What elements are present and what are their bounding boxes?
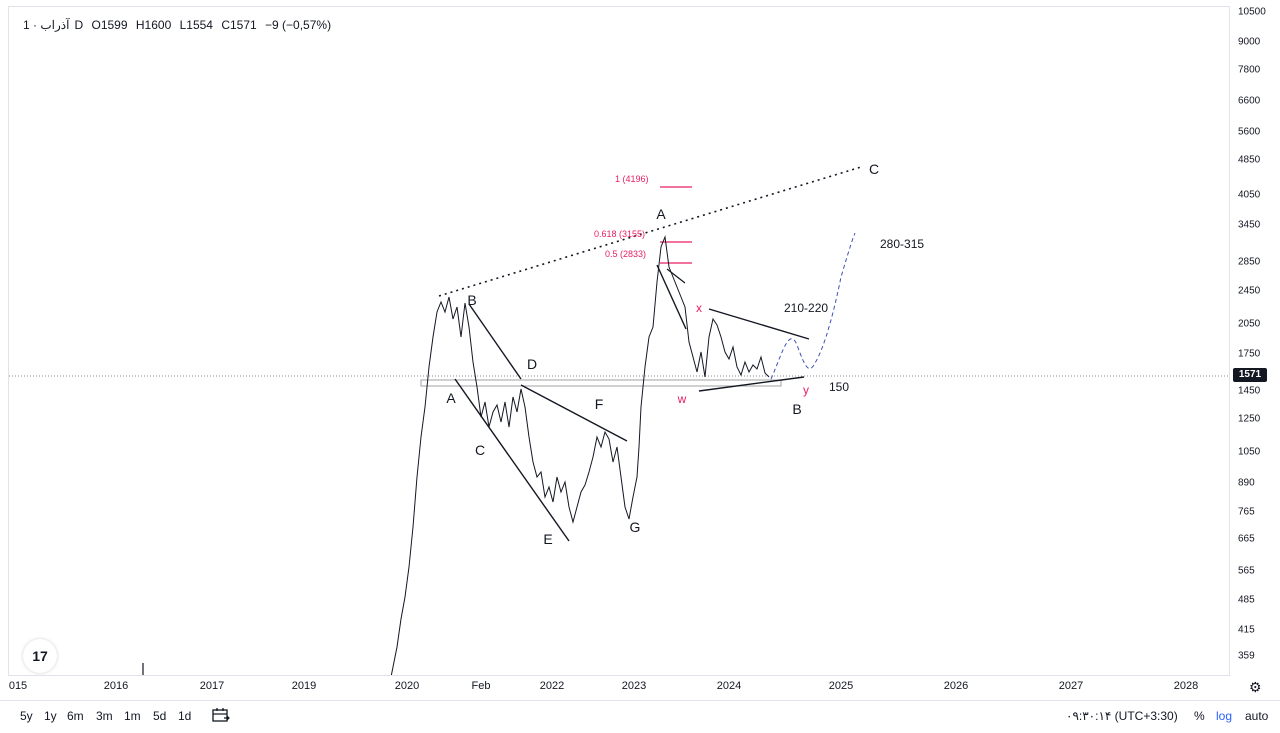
wave-label-a2: A	[656, 206, 666, 222]
time-axis[interactable]: 015 2016 2017 2019 2020 Feb 2022 2023 20…	[8, 676, 1230, 698]
wave-label-c2: C	[868, 161, 880, 177]
close-value: C1571	[221, 18, 257, 32]
clock-display[interactable]: ۰۹:۳۰:۱۴ (UTC+3:30)	[1066, 709, 1178, 723]
price-tick: 7800	[1238, 64, 1261, 76]
wave-label-b1: B	[467, 292, 477, 308]
symbol-legend: آذراب · 1D O1599 H1600 L1554 C1571 −9 (−…	[23, 18, 336, 32]
fib-label-05: 0.5 (2833)	[605, 249, 647, 259]
price-tick: 6600	[1238, 95, 1261, 107]
range-3m-button[interactable]: 3m	[96, 709, 113, 723]
price-tick: 4050	[1238, 189, 1261, 201]
wave-label-c1: C	[474, 442, 486, 458]
support-note-150: 150	[829, 380, 850, 394]
projection-path	[770, 232, 856, 380]
price-axis[interactable]: 10500 9000 7800 6600 5600 4850 4050 3450…	[1230, 6, 1280, 676]
change-value: −9 (−0,57%)	[265, 18, 332, 32]
fib-label-1: 1 (4196)	[615, 174, 649, 184]
price-tick: 565	[1238, 565, 1255, 577]
price-tick: 2450	[1238, 285, 1261, 297]
price-tick: 4850	[1238, 154, 1261, 166]
time-tick: 2027	[1058, 680, 1084, 692]
wave-label-w: w	[677, 392, 687, 406]
wave-label-d: D	[526, 356, 538, 372]
price-tick: 665	[1238, 533, 1255, 545]
time-tick: 015	[8, 680, 28, 692]
price-tick: 415	[1238, 624, 1255, 636]
price-chart[interactable]	[9, 7, 1230, 676]
interval-label[interactable]: · 1D	[23, 18, 84, 32]
price-series	[390, 235, 770, 675]
time-tick: 2019	[291, 680, 317, 692]
time-tick: 2023	[621, 680, 647, 692]
log-toggle[interactable]: log	[1216, 709, 1233, 723]
time-tick: 2016	[103, 680, 129, 692]
auto-toggle[interactable]: auto	[1245, 709, 1269, 723]
low-value: L1554	[179, 18, 213, 32]
range-1y-button[interactable]: 1y	[44, 709, 57, 723]
price-tick: 765	[1238, 506, 1255, 518]
fib-label-0618: 0.618 (3155)	[594, 229, 646, 239]
time-tick: 2028	[1173, 680, 1199, 692]
price-tick: 1050	[1238, 446, 1261, 458]
price-tick: 3450	[1238, 219, 1261, 231]
wave-label-x: x	[696, 301, 702, 315]
trendline-d-f	[520, 384, 628, 442]
open-value: O1599	[91, 18, 128, 32]
price-tick: 890	[1238, 477, 1255, 489]
wave-label-e: E	[543, 531, 553, 547]
time-tick: 2020	[394, 680, 420, 692]
range-1d-button[interactable]: 1d	[178, 709, 192, 723]
price-tick: 485	[1238, 594, 1255, 606]
range-5y-button[interactable]: 5y	[20, 709, 33, 723]
wave-label-g: G	[629, 519, 641, 535]
wave-label-b2: B	[792, 401, 802, 417]
price-tick: 359	[1238, 650, 1255, 662]
time-tick: 2024	[716, 680, 742, 692]
price-tick: 1450	[1238, 385, 1261, 397]
trendline-a-drop	[656, 264, 687, 330]
percent-toggle[interactable]: %	[1194, 709, 1205, 723]
price-tick: 2050	[1238, 318, 1261, 330]
high-value: H1600	[135, 18, 172, 32]
tradingview-logo[interactable]: 17	[23, 639, 57, 673]
upper-dotted-trendline	[438, 166, 862, 297]
gear-icon[interactable]: ⚙	[1249, 679, 1262, 695]
price-tick: 1750	[1238, 348, 1261, 360]
price-tick: 10500	[1238, 6, 1266, 18]
time-tick: 2022	[539, 680, 565, 692]
trendline-b-d	[468, 303, 522, 380]
trendline-w-lower	[698, 376, 805, 392]
time-tick: 2025	[828, 680, 854, 692]
wave-label-y: y	[803, 383, 809, 397]
symbol-name[interactable]: آذراب	[40, 18, 70, 32]
chart-pane[interactable]: آذراب · 1D O1599 H1600 L1554 C1571 −9 (−…	[8, 6, 1230, 676]
bottom-toolbar: 5y 1y 6m 3m 1m 5d 1d ۰۹:۳۰:۱۴ (UTC+3:30)…	[0, 700, 1280, 733]
target-note-210-220: 210-220	[784, 301, 829, 315]
target-note-280-315: 280-315	[880, 237, 925, 251]
price-tick: 1250	[1238, 413, 1261, 425]
trendline-a-e	[454, 378, 570, 542]
calendar-range-icon[interactable]	[212, 707, 230, 726]
wave-label-f: F	[594, 396, 604, 412]
trendline-x-upper	[708, 308, 810, 340]
support-zone	[420, 379, 782, 387]
price-tick: 2850	[1238, 256, 1261, 268]
range-5d-button[interactable]: 5d	[153, 709, 167, 723]
time-tick: 2017	[199, 680, 225, 692]
price-tick: 5600	[1238, 126, 1261, 138]
last-price-badge: 1571	[1233, 368, 1267, 382]
wave-label-a1: A	[446, 390, 456, 406]
range-6m-button[interactable]: 6m	[67, 709, 84, 723]
time-tick: Feb	[471, 680, 491, 692]
range-1m-button[interactable]: 1m	[124, 709, 141, 723]
trendline-a-top	[666, 268, 686, 284]
price-tick: 9000	[1238, 36, 1261, 48]
time-tick: 2026	[943, 680, 969, 692]
